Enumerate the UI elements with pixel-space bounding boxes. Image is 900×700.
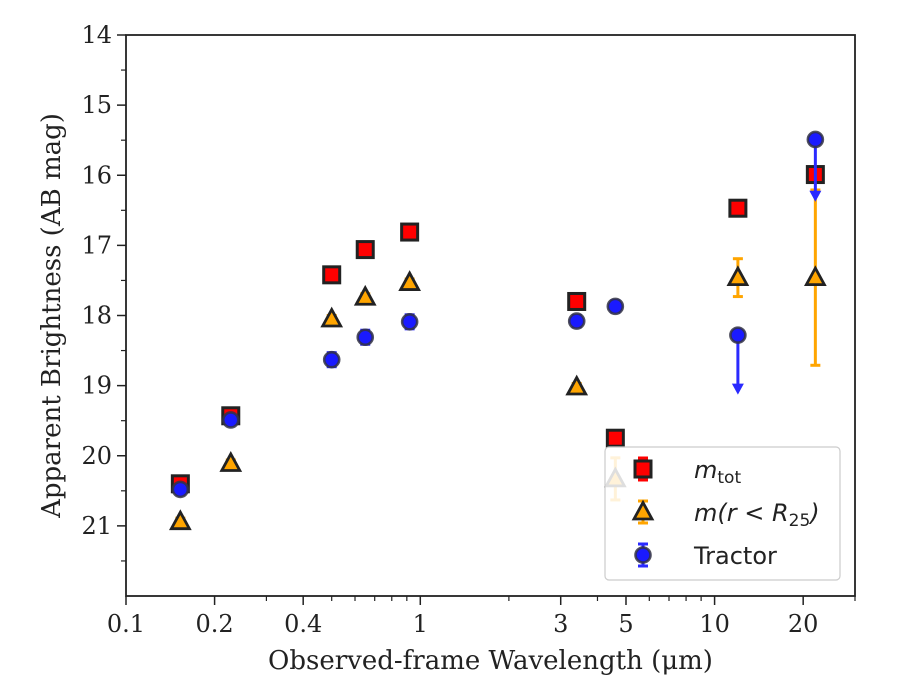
- data-point-triangle: [219, 451, 243, 472]
- legend-marker-triangle: [631, 499, 655, 521]
- data-point-triangle: [398, 270, 421, 291]
- data-point-triangle: [804, 265, 827, 287]
- data-point-circle: [171, 480, 190, 499]
- data-point-circle: [729, 326, 747, 344]
- y-tick-label: 16: [81, 161, 112, 189]
- data-point-triangle: [353, 284, 377, 306]
- data-point-circle: [806, 130, 825, 149]
- data-point-square: [567, 291, 587, 311]
- y-tick-label: 20: [81, 442, 112, 470]
- legend-box: [604, 446, 841, 581]
- y-tick-label: 19: [81, 372, 112, 400]
- upper-limit-arrow-head: [731, 383, 744, 395]
- y-axis-label: Apparent Brightness (AB mag): [37, 113, 67, 519]
- data-point-square: [728, 198, 748, 218]
- x-tick-label: 1: [413, 610, 428, 638]
- x-tick-label: 5: [618, 610, 633, 638]
- x-tick-label: 0.1: [107, 610, 145, 638]
- data-point-triangle: [320, 306, 344, 328]
- y-tick-label: 21: [81, 512, 112, 540]
- x-tick-label: 3: [553, 610, 568, 638]
- x-tick-label: 10: [699, 610, 730, 638]
- data-point-circle: [221, 411, 240, 429]
- data-point-circle: [606, 297, 625, 316]
- data-point-square: [322, 265, 342, 285]
- legend-marker-circle: [634, 546, 652, 564]
- legend-label: m(r < R25): [694, 499, 820, 531]
- x-tick-label: 0.4: [284, 610, 322, 638]
- y-tick-label: 17: [81, 231, 112, 259]
- data-point-circle: [356, 328, 375, 347]
- data-point-triangle: [565, 374, 589, 396]
- data-series: [168, 130, 827, 531]
- y-tick-label: 14: [81, 21, 112, 49]
- series-square: [170, 165, 825, 494]
- y-axis-ticks: 14 15 16 17 18 19 20 21: [81, 21, 126, 562]
- data-point-circle: [400, 313, 419, 331]
- data-point-triangle: [168, 509, 192, 531]
- y-tick-label: 15: [81, 91, 112, 119]
- legend-label: Tractor: [693, 542, 777, 570]
- data-point-square: [400, 222, 420, 242]
- x-tick-label: 0.2: [196, 610, 234, 638]
- data-point-square: [355, 240, 375, 260]
- data-point-square: [605, 428, 625, 448]
- legend-label: mtot: [694, 456, 741, 488]
- y-tick-label: 18: [81, 302, 112, 330]
- data-point-triangle: [726, 265, 750, 287]
- series-circle: [171, 130, 825, 499]
- x-axis-label: Observed-frame Wavelength (μm): [268, 646, 713, 676]
- legend: mtot m(r < R25) Tractor: [604, 446, 841, 581]
- data-point-circle: [322, 350, 341, 369]
- legend-marker-square: [633, 459, 653, 479]
- x-axis-ticks: 0.1 0.2 0.4 1 3 5 10 20: [107, 596, 856, 638]
- x-tick-label: 20: [788, 610, 819, 638]
- upper-limit-arrow-head: [809, 190, 822, 202]
- data-point-circle: [567, 312, 586, 330]
